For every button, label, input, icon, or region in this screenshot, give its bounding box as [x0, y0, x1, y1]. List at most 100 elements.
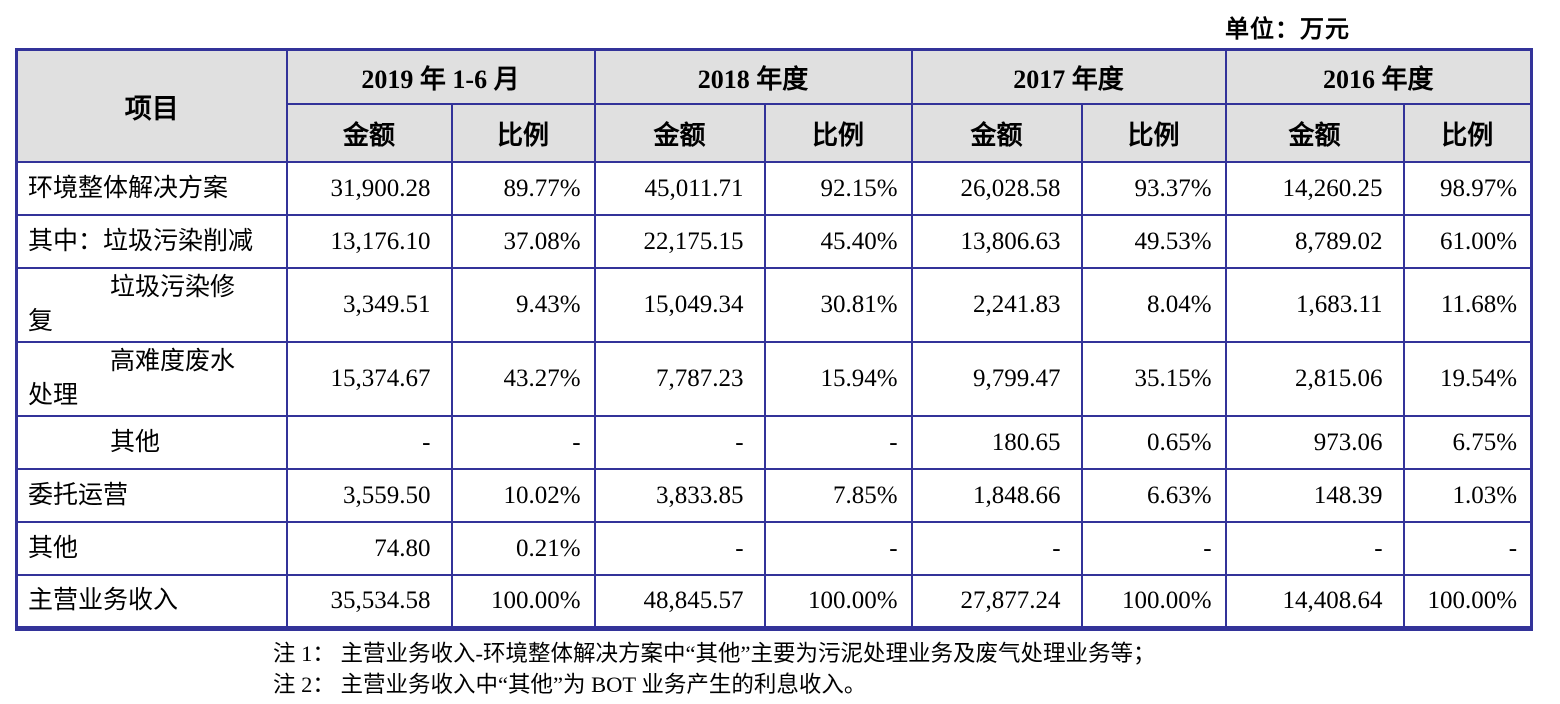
amount-cell: 15,049.34	[593, 267, 766, 343]
amount-cell: 1,848.66	[910, 468, 1083, 523]
amount-cell: 2,241.83	[910, 267, 1083, 343]
table-row: 其他 - - - - 180.65 0.65% 973.06 6.75%	[15, 415, 1533, 470]
amount-cell: 48,845.57	[593, 574, 766, 631]
ratio-cell: 100.00%	[1402, 574, 1533, 631]
row-label: 其他	[15, 521, 288, 576]
ratio-cell: 9.43%	[450, 267, 596, 343]
footnotes: 注 1： 主营业务收入-环境整体解决方案中“其他”主要为污泥处理业务及废气处理业…	[273, 638, 1560, 700]
amount-cell: -	[593, 415, 766, 470]
ratio-cell: 61.00%	[1402, 214, 1533, 269]
amount-cell: 22,175.15	[593, 214, 766, 269]
ratio-cell: 92.15%	[763, 161, 913, 216]
ratio-cell: 0.65%	[1080, 415, 1227, 470]
amount-header-2017: 金额	[910, 103, 1083, 163]
amount-cell: -	[1224, 521, 1405, 576]
amount-cell: -	[910, 521, 1083, 576]
ratio-cell: 35.15%	[1080, 341, 1227, 417]
amount-cell: 973.06	[1224, 415, 1405, 470]
ratio-cell: 89.77%	[450, 161, 596, 216]
ratio-cell: 49.53%	[1080, 214, 1227, 269]
ratio-cell: 15.94%	[763, 341, 913, 417]
ratio-cell: -	[763, 521, 913, 576]
ratio-cell: 11.68%	[1402, 267, 1533, 343]
row-label: 高难度废水 处理	[15, 341, 288, 417]
ratio-cell: 43.27%	[450, 341, 596, 417]
amount-cell: -	[285, 415, 453, 470]
ratio-cell: 37.08%	[450, 214, 596, 269]
amount-header-2018: 金额	[593, 103, 766, 163]
table-row: 其中：垃圾污染削减 13,176.10 37.08% 22,175.15 45.…	[15, 214, 1533, 269]
row-label: 主营业务收入	[15, 574, 288, 631]
amount-cell: 27,877.24	[910, 574, 1083, 631]
amount-cell: 26,028.58	[910, 161, 1083, 216]
period-header-2017: 2017 年度	[910, 48, 1227, 105]
ratio-cell: 8.04%	[1080, 267, 1227, 343]
amount-cell: -	[593, 521, 766, 576]
ratio-cell: -	[763, 415, 913, 470]
amount-cell: 7,787.23	[593, 341, 766, 417]
row-label: 环境整体解决方案	[15, 161, 288, 216]
amount-cell: 8,789.02	[1224, 214, 1405, 269]
amount-cell: 35,534.58	[285, 574, 453, 631]
amount-cell: 14,408.64	[1224, 574, 1405, 631]
period-header-2018: 2018 年度	[593, 48, 913, 105]
table-row: 高难度废水 处理 15,374.67 43.27% 7,787.23 15.94…	[15, 341, 1533, 417]
amount-cell: 74.80	[285, 521, 453, 576]
header-row-subcolumns: 金额 比例 金额 比例 金额 比例 金额 比例	[17, 103, 1533, 163]
main-business-revenue-table: 项目 2019 年 1-6 月 2018 年度 2017 年度 2016 年度 …	[15, 48, 1534, 631]
period-header-2019: 2019 年 1-6 月	[285, 48, 596, 105]
ratio-cell: -	[1080, 521, 1227, 576]
ratio-cell: 19.54%	[1402, 341, 1533, 417]
amount-cell: 15,374.67	[285, 341, 453, 417]
row-label: 委托运营	[15, 468, 288, 523]
table-row: 垃圾污染修 复 3,349.51 9.43% 15,049.34 30.81% …	[15, 267, 1533, 343]
amount-cell: 45,011.71	[593, 161, 766, 216]
ratio-cell: 7.85%	[763, 468, 913, 523]
ratio-header-2018: 比例	[763, 103, 913, 163]
ratio-cell: -	[1402, 521, 1533, 576]
amount-header-2016: 金额	[1224, 103, 1405, 163]
ratio-cell: 98.97%	[1402, 161, 1533, 216]
table-header: 项目 2019 年 1-6 月 2018 年度 2017 年度 2016 年度 …	[15, 48, 1533, 163]
amount-cell: 1,683.11	[1224, 267, 1405, 343]
ratio-header-2016: 比例	[1402, 103, 1533, 163]
row-label: 垃圾污染修 复	[15, 267, 288, 343]
amount-cell: 13,806.63	[910, 214, 1083, 269]
ratio-cell: 10.02%	[450, 468, 596, 523]
amount-cell: 3,349.51	[285, 267, 453, 343]
amount-cell: 2,815.06	[1224, 341, 1405, 417]
amount-cell: 14,260.25	[1224, 161, 1405, 216]
ratio-cell: 6.75%	[1402, 415, 1533, 470]
unit-label: 单位：万元	[1225, 17, 1350, 43]
ratio-cell: 45.40%	[763, 214, 913, 269]
amount-cell: 180.65	[910, 415, 1083, 470]
ratio-header-2017: 比例	[1080, 103, 1227, 163]
row-label: 其他	[15, 415, 288, 470]
ratio-header-2019: 比例	[450, 103, 596, 163]
amount-cell: 3,833.85	[593, 468, 766, 523]
table-row: 委托运营 3,559.50 10.02% 3,833.85 7.85% 1,84…	[15, 468, 1533, 523]
header-row-periods: 项目 2019 年 1-6 月 2018 年度 2017 年度 2016 年度	[15, 48, 1533, 163]
amount-cell: 9,799.47	[910, 341, 1083, 417]
amount-cell: 148.39	[1224, 468, 1405, 523]
amount-header-2019: 金额	[285, 103, 453, 163]
ratio-cell: 100.00%	[763, 574, 913, 631]
table-row: 环境整体解决方案 31,900.28 89.77% 45,011.71 92.1…	[15, 161, 1533, 216]
item-column-header: 项目	[15, 48, 288, 163]
amount-cell: 3,559.50	[285, 468, 453, 523]
ratio-cell: 1.03%	[1402, 468, 1533, 523]
ratio-cell: 100.00%	[1080, 574, 1227, 631]
note-2: 注 2： 主营业务收入中“其他”为 BOT 业务产生的利息收入。	[273, 671, 867, 697]
table-body: 环境整体解决方案 31,900.28 89.77% 45,011.71 92.1…	[15, 161, 1533, 631]
ratio-cell: 30.81%	[763, 267, 913, 343]
period-header-2016: 2016 年度	[1224, 48, 1533, 105]
ratio-cell: 100.00%	[450, 574, 596, 631]
table-row: 主营业务收入 35,534.58 100.00% 48,845.57 100.0…	[15, 574, 1533, 631]
amount-cell: 31,900.28	[285, 161, 453, 216]
table-row: 其他 74.80 0.21% - - - - - -	[15, 521, 1533, 576]
ratio-cell: 0.21%	[450, 521, 596, 576]
amount-cell: 13,176.10	[285, 214, 453, 269]
note-1: 注 1： 主营业务收入-环境整体解决方案中“其他”主要为污泥处理业务及废气处理业…	[273, 640, 1156, 666]
row-label: 其中：垃圾污染削减	[15, 214, 288, 269]
